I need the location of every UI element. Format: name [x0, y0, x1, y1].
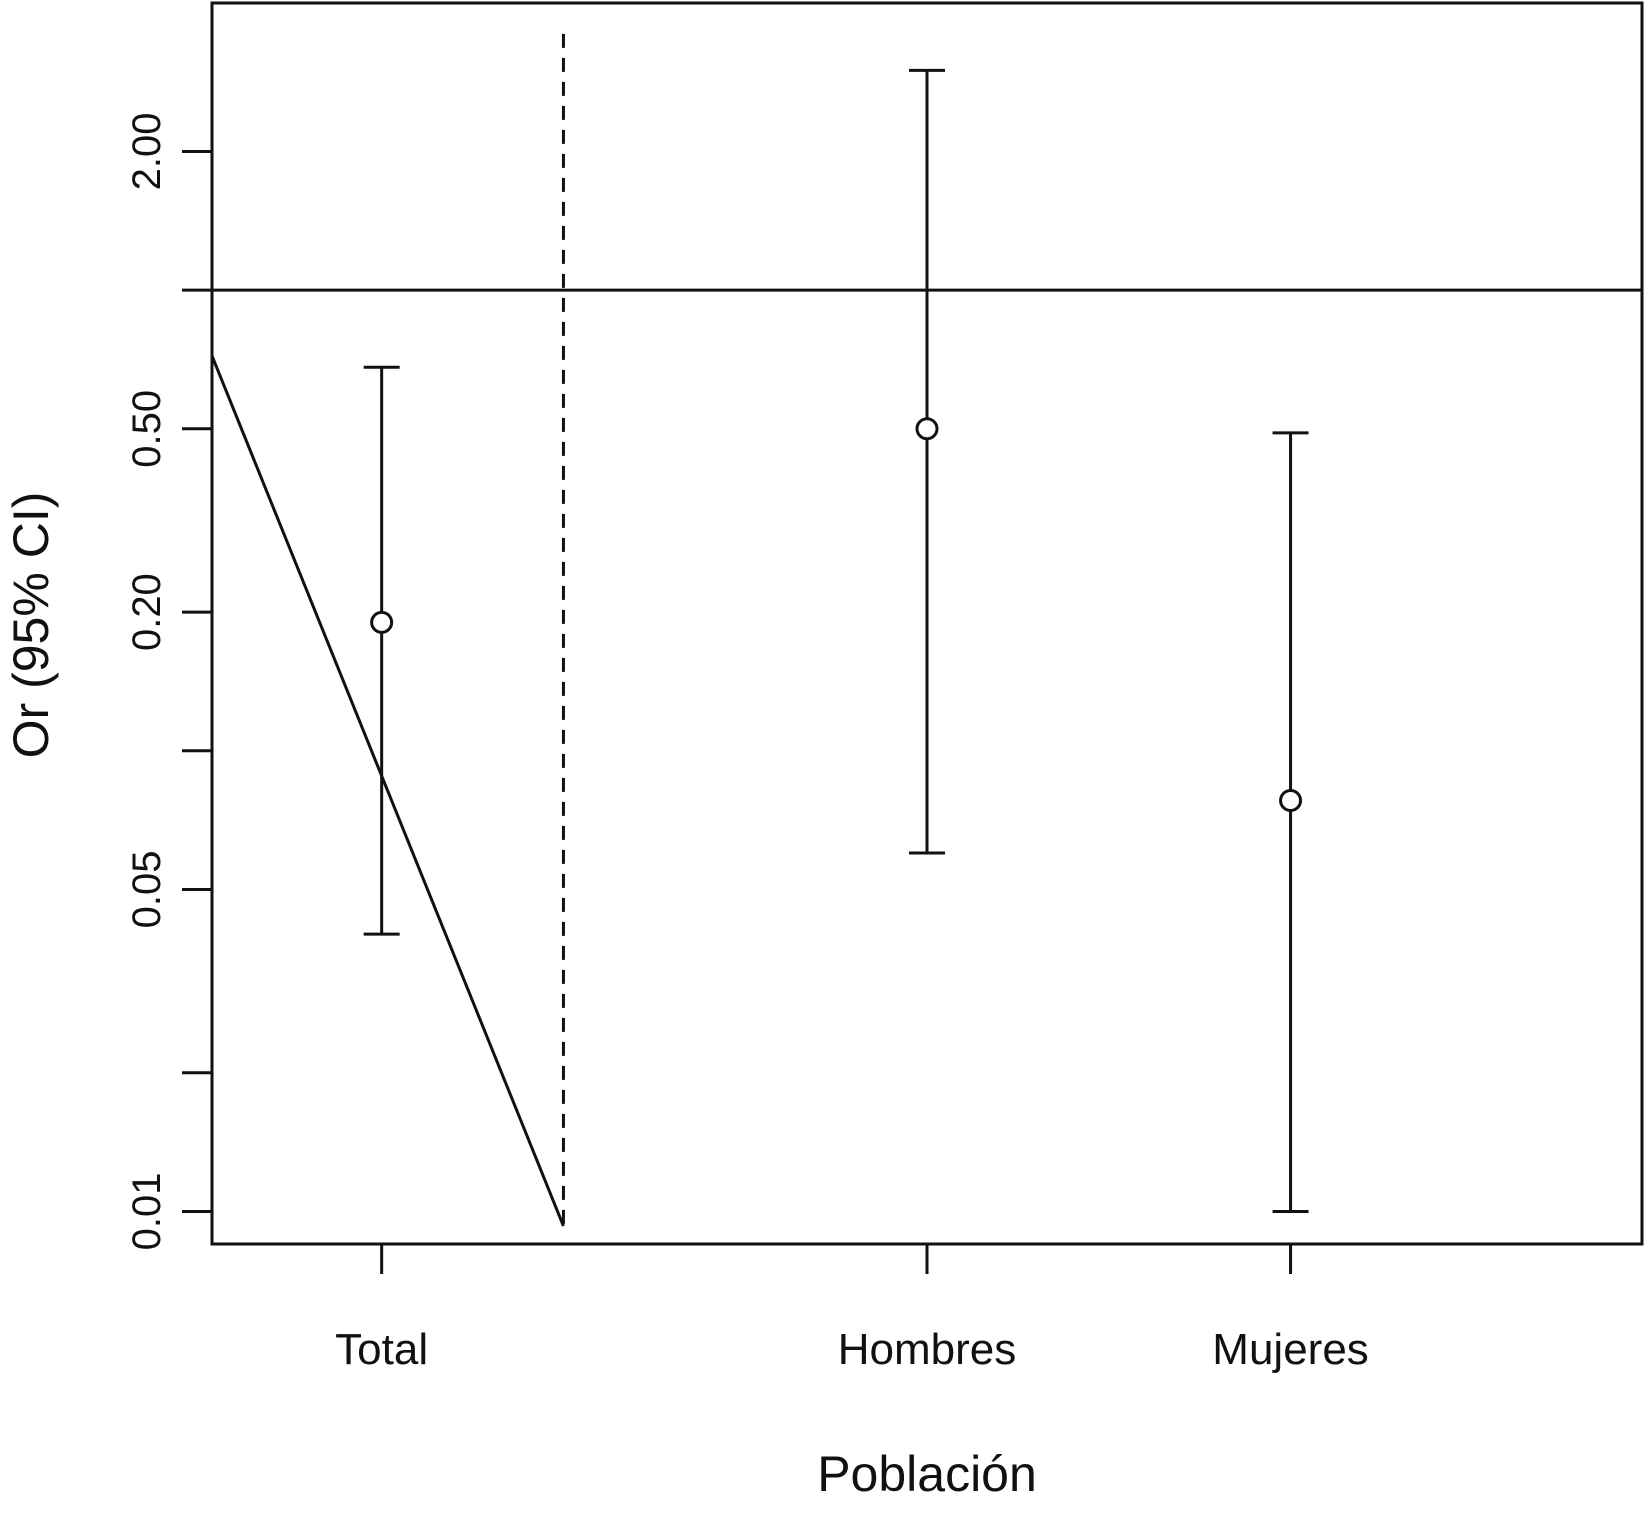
or-point	[370, 610, 394, 634]
y-tick-label: 0.20	[125, 573, 169, 651]
or-point	[915, 417, 939, 441]
y-axis-title: Or (95% CI)	[3, 492, 59, 759]
x-tick-label: Hombres	[838, 1325, 1017, 1374]
x-tick-label: Total	[335, 1325, 428, 1374]
chart-marks: 0.01 0.05 0.20 0.50 2.00 Total Hombres Mujeres	[125, 33, 1642, 1374]
x-tick-label: Mujeres	[1212, 1325, 1369, 1374]
or-point	[1279, 789, 1303, 813]
y-tick-label: 0.50	[125, 390, 169, 468]
y-tick-label: 0.05	[125, 851, 169, 929]
trend-line	[210, 355, 565, 1227]
y-tick-label: 2.00	[125, 113, 169, 191]
y-tick-label: 0.01	[125, 1173, 169, 1251]
x-axis-title: Población	[817, 1446, 1037, 1502]
